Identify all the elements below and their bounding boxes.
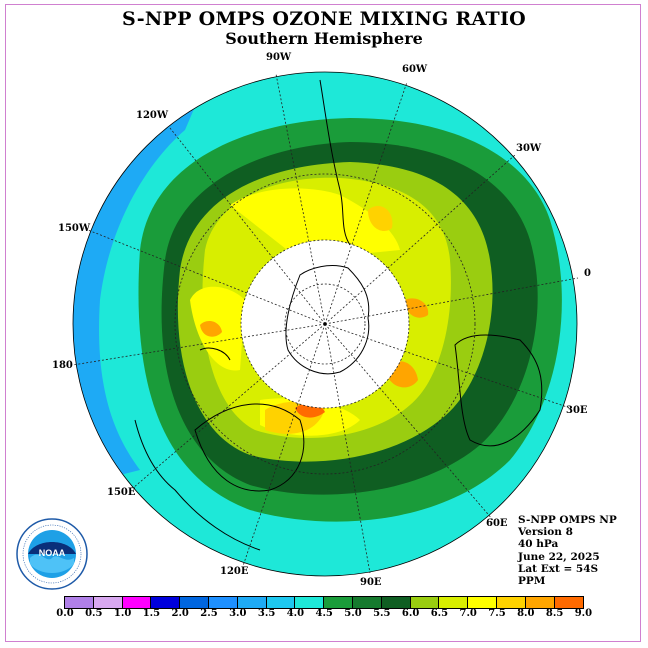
color-bar: [64, 596, 585, 609]
color-bar-swatch: [468, 597, 497, 608]
info-units: PPM: [518, 575, 546, 588]
lon-label-30e: 30E: [566, 405, 588, 416]
color-bar-swatch: [410, 597, 440, 608]
color-bar-swatch: [180, 597, 209, 608]
color-bar-swatch: [439, 597, 469, 608]
lon-label-0: 0: [584, 268, 591, 279]
noaa-logo: NOAA: [16, 518, 88, 590]
color-bar-swatch: [381, 597, 411, 608]
color-bar-swatch: [237, 597, 267, 608]
lon-label-150w: 150W: [58, 223, 91, 234]
color-bar-swatch: [208, 597, 238, 608]
info-instrument: S-NPP OMPS NP: [518, 514, 617, 526]
lon-label-60w: 60W: [402, 64, 428, 75]
color-bar-tick-label: 0.0: [56, 608, 74, 619]
lon-label-30w: 30W: [516, 143, 542, 154]
coastlines: [134, 79, 543, 551]
color-bar-swatch: [496, 597, 526, 608]
color-bar-tick-label: 6.5: [430, 608, 449, 619]
color-bar-swatch: [554, 597, 584, 608]
info-level: 40 hPa: [518, 538, 559, 551]
color-bar-tick-label: 3.5: [257, 608, 276, 619]
info-version: Version 8: [518, 526, 573, 539]
color-bar-swatch: [65, 597, 94, 608]
color-bar-swatch: [93, 597, 123, 608]
info-lat-ext: Lat Ext = 54S: [518, 562, 599, 575]
color-bar-ticks: 0.0 0.5 1.0 1.5 2.0 2.5 3.0 3.5 4.0 4.5 5.0 5.5 6.0 6…: [56, 608, 592, 622]
color-bar-tick-label: 7.5: [488, 608, 506, 619]
lon-label-60e: 60E: [486, 518, 508, 529]
lon-label-150e: 150E: [107, 487, 136, 498]
color-bar-tick-label: 9.0: [574, 608, 593, 619]
color-bar-tick-label: 8.5: [545, 608, 564, 619]
figure-frame: [5, 4, 641, 642]
color-bar-tick-label: 2.0: [171, 608, 189, 619]
color-bar-tick-label: 1.0: [113, 608, 132, 619]
color-bar-swatch: [295, 597, 325, 608]
color-bar-tick-label: 0.5: [85, 608, 103, 619]
info-date: June 22, 2025: [518, 550, 600, 563]
color-bar-tick-label: 6.0: [401, 608, 420, 619]
ozone-field: [73, 72, 577, 576]
lon-label-180: 180: [52, 360, 73, 371]
color-bar-tick-label: 8.0: [517, 608, 535, 619]
color-bar-tick-label: 4.5: [315, 608, 333, 619]
color-bar-tick-label: 7.0: [459, 608, 477, 619]
page-title: S-NPP OMPS OZONE MIXING RATIO: [121, 8, 527, 30]
logo-text: NOAA: [39, 548, 66, 558]
color-bar-swatch: [122, 597, 152, 608]
lon-label-120e: 120E: [220, 566, 249, 577]
color-bar-tick-label: 1.5: [142, 608, 161, 619]
color-bar-swatch: [324, 597, 353, 608]
color-bar-tick-label: 5.0: [344, 608, 362, 619]
color-bar-tick-label: 5.5: [373, 608, 391, 619]
map-boundary: [72, 71, 578, 577]
color-bar-tick-label: 2.5: [200, 608, 218, 619]
page-subtitle: Southern Hemisphere: [225, 29, 423, 48]
lon-label-90w: 90W: [266, 52, 292, 63]
color-bar-swatch: [151, 597, 181, 608]
lon-label-120w: 120W: [136, 110, 169, 121]
graticule: [72, 73, 579, 574]
lon-label-90e: 90E: [360, 577, 382, 588]
color-bar-swatch: [266, 597, 296, 608]
color-bar-tick-label: 4.0: [286, 608, 305, 619]
color-bar-tick-label: 3.0: [229, 608, 247, 619]
color-bar-swatch: [525, 597, 555, 608]
color-bar-swatch: [352, 597, 382, 608]
info-panel: S-NPP OMPS NP Version 8 40 hPa June 22, …: [518, 514, 617, 587]
